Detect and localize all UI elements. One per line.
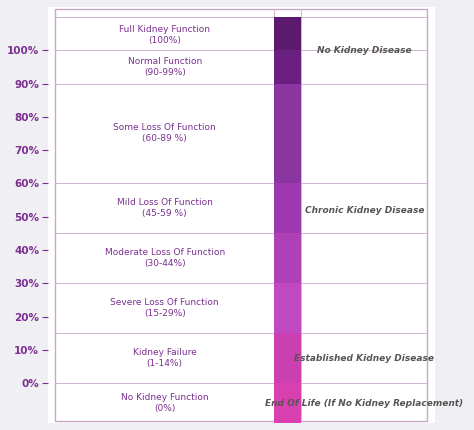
Bar [274, 17, 301, 50]
Text: Severe Loss Of Function
(15-29%): Severe Loss Of Function (15-29%) [110, 298, 219, 318]
Bar [274, 83, 301, 183]
Text: Established Kidney Disease: Established Kidney Disease [294, 353, 434, 362]
Bar [274, 383, 301, 423]
Text: Moderate Loss Of Function
(30-44%): Moderate Loss Of Function (30-44%) [105, 248, 225, 268]
Text: Full Kidney Function
(100%): Full Kidney Function (100%) [119, 25, 210, 45]
Text: Some Loss Of Function
(60-89 %): Some Loss Of Function (60-89 %) [113, 123, 216, 144]
Bar [274, 333, 301, 383]
Bar [274, 183, 301, 233]
Bar [274, 50, 301, 83]
Text: End Of Life (If No Kidney Replacement): End Of Life (If No Kidney Replacement) [265, 399, 464, 408]
Text: No Kidney Function
(0%): No Kidney Function (0%) [121, 393, 209, 413]
Text: No Kidney Disease: No Kidney Disease [317, 46, 411, 55]
Text: Mild Loss Of Function
(45-59 %): Mild Loss Of Function (45-59 %) [117, 198, 213, 218]
Bar [274, 283, 301, 333]
Text: Chronic Kidney Disease: Chronic Kidney Disease [305, 206, 424, 215]
Text: Kidney Failure
(1-14%): Kidney Failure (1-14%) [133, 348, 197, 368]
Bar [274, 233, 301, 283]
Text: Normal Function
(90-99%): Normal Function (90-99%) [128, 57, 202, 77]
